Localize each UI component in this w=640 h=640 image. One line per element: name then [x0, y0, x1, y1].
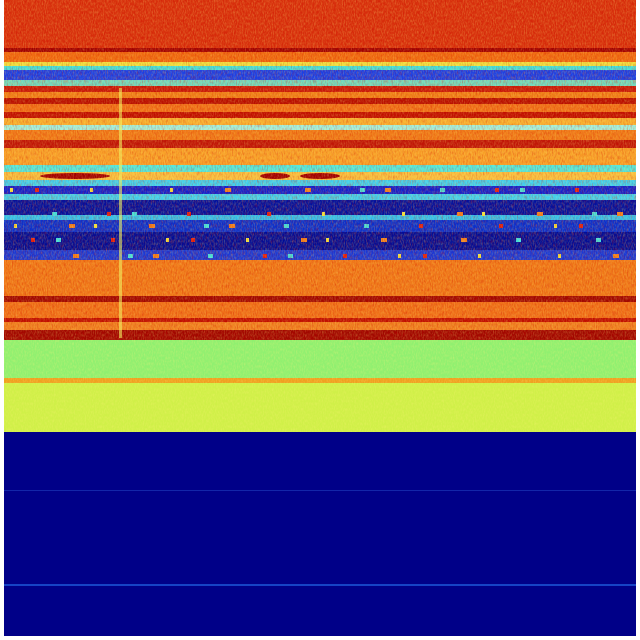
vertical-streak — [119, 88, 122, 338]
faint-line — [4, 584, 636, 586]
texture-speckle — [4, 596, 636, 636]
faint-line — [4, 490, 636, 491]
texture-light — [4, 0, 636, 432]
